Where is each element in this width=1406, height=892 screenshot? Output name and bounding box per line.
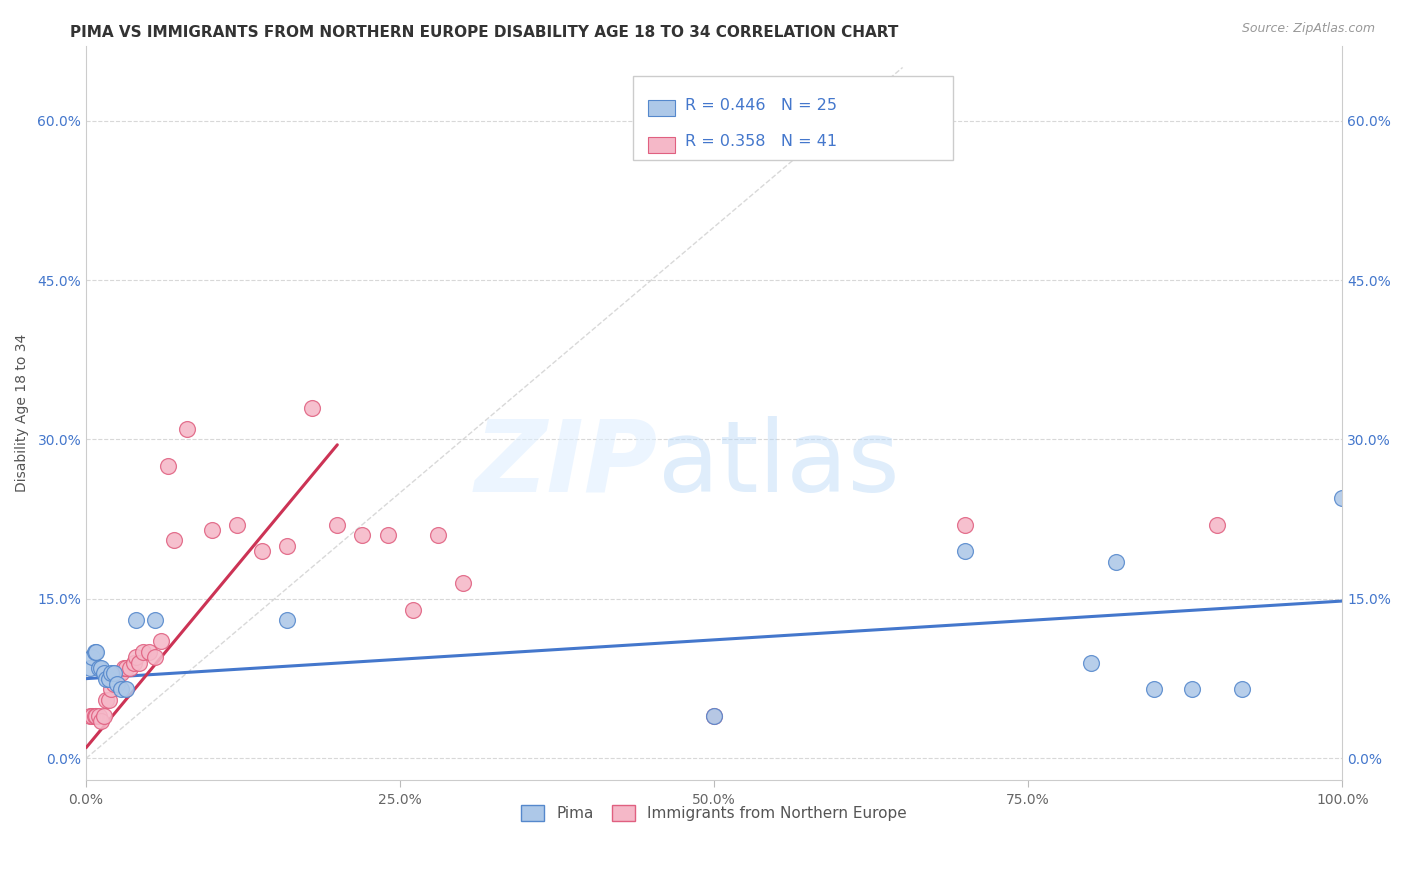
Point [301, 401, 323, 415]
Point [276, 539, 298, 553]
Point [122, 656, 145, 670]
Y-axis label: Disability Age 18 to 34: Disability Age 18 to 34 [15, 334, 30, 492]
Text: PIMA VS IMMIGRANTS FROM NORTHERN EUROPE DISABILITY AGE 18 TO 34 CORRELATION CHAR: PIMA VS IMMIGRANTS FROM NORTHERN EUROPE … [70, 25, 898, 40]
Point [201, 523, 224, 537]
Point [97, 693, 120, 707]
Point [703, 709, 725, 723]
FancyBboxPatch shape [648, 136, 675, 153]
Text: R = 0.358   N = 41: R = 0.358 N = 41 [685, 134, 838, 149]
Point [143, 613, 166, 627]
Point [326, 517, 349, 532]
Point [131, 645, 153, 659]
Point [176, 422, 198, 436]
Point [90, 661, 112, 675]
FancyBboxPatch shape [648, 100, 675, 116]
Point [103, 666, 125, 681]
Point [1105, 555, 1128, 569]
Point [156, 458, 179, 473]
Text: Source: ZipAtlas.com: Source: ZipAtlas.com [1241, 22, 1375, 36]
Point [1230, 682, 1253, 697]
Point [115, 661, 138, 675]
Point [79, 661, 101, 675]
Point [138, 645, 160, 659]
Point [225, 517, 247, 532]
Point [82, 650, 104, 665]
Point [250, 544, 273, 558]
Point [955, 544, 977, 558]
Point [118, 661, 141, 675]
Point [96, 693, 118, 707]
Point [107, 666, 129, 681]
Text: atlas: atlas [658, 416, 900, 513]
Point [1080, 656, 1102, 670]
Legend: Pima, Immigrants from Northern Europe: Pima, Immigrants from Northern Europe [515, 798, 912, 827]
Point [93, 666, 115, 681]
Point [100, 682, 122, 697]
Point [110, 666, 132, 681]
Point [110, 682, 132, 697]
Point [1205, 517, 1227, 532]
Point [128, 656, 150, 670]
Point [451, 576, 474, 591]
Text: ZIP: ZIP [475, 416, 658, 513]
Point [83, 709, 105, 723]
Point [143, 650, 166, 665]
Point [402, 602, 425, 616]
Text: R = 0.446   N = 25: R = 0.446 N = 25 [685, 97, 838, 112]
Point [83, 645, 105, 659]
Point [84, 709, 107, 723]
Point [103, 677, 125, 691]
Point [150, 634, 173, 648]
Point [125, 650, 148, 665]
Point [125, 613, 148, 627]
Point [112, 661, 135, 675]
Point [955, 517, 977, 532]
Point [87, 709, 110, 723]
Point [276, 613, 298, 627]
Point [79, 709, 101, 723]
FancyBboxPatch shape [633, 76, 953, 160]
Point [97, 672, 120, 686]
Point [100, 666, 122, 681]
Point [115, 682, 138, 697]
Point [87, 661, 110, 675]
Point [377, 528, 399, 542]
Point [105, 672, 128, 686]
Point [426, 528, 449, 542]
Point [93, 709, 115, 723]
Point [703, 709, 725, 723]
Point [1331, 491, 1354, 505]
Point [1180, 682, 1202, 697]
Point [352, 528, 374, 542]
Point [107, 677, 129, 691]
Point [1143, 682, 1166, 697]
Point [96, 672, 118, 686]
Point [82, 709, 104, 723]
Point [90, 714, 112, 728]
Point [84, 645, 107, 659]
Point [163, 533, 186, 548]
